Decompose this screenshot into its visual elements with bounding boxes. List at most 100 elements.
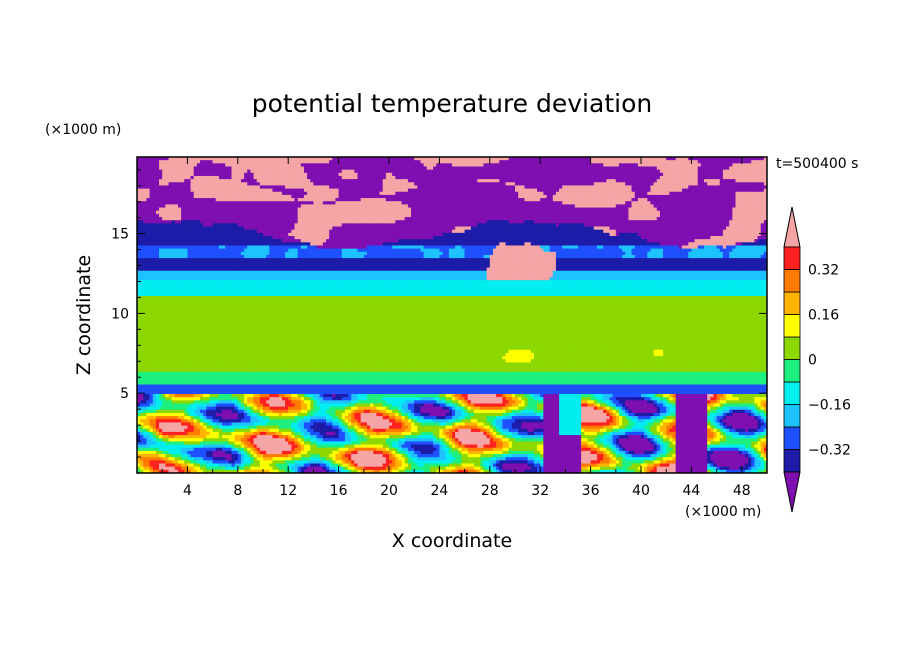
contour-cell	[609, 210, 614, 215]
contour-cell	[370, 201, 374, 205]
contour-cell	[278, 226, 283, 231]
contour-cell	[206, 213, 210, 218]
contour-cell	[196, 210, 201, 215]
contour-cell	[455, 185, 459, 189]
contour-cell	[675, 157, 680, 161]
contour-cell	[247, 169, 251, 174]
contour-cell	[508, 188, 513, 193]
contour-cell	[269, 160, 273, 164]
contour-cell	[244, 157, 248, 161]
contour-cell	[663, 191, 667, 196]
contour-cell	[423, 226, 428, 231]
contour-cell	[240, 217, 245, 221]
contour-cell	[748, 175, 752, 180]
contour-cell	[379, 220, 384, 224]
contour-cell	[335, 182, 339, 186]
contour-cell	[174, 213, 179, 218]
contour-cell	[732, 220, 736, 224]
contour-cell	[593, 220, 598, 224]
contour-cell	[603, 160, 607, 164]
contour-cell	[414, 175, 418, 180]
contour-cell	[530, 229, 535, 234]
contour-cell	[700, 194, 705, 199]
contour-cell	[537, 220, 541, 224]
contour-cell	[675, 185, 680, 189]
contour-cell	[741, 217, 746, 221]
contour-cell	[511, 226, 516, 231]
contour-cell	[707, 175, 711, 180]
contour-cell	[681, 182, 686, 186]
contour-cell	[732, 157, 736, 161]
contour-cell	[335, 169, 339, 174]
contour-cell	[685, 226, 689, 231]
contour-cell	[710, 163, 714, 167]
contour-cell	[168, 213, 173, 218]
contour-cell	[685, 185, 689, 189]
contour-cell	[162, 223, 166, 227]
contour-cell	[313, 226, 317, 231]
contour-cell	[149, 220, 154, 224]
contour-cell	[442, 191, 447, 196]
contour-cell	[433, 188, 437, 193]
contour-cell	[234, 172, 239, 177]
contour-cell	[137, 210, 141, 215]
contour-cell	[700, 163, 705, 167]
contour-cell	[596, 169, 601, 174]
contour-cell	[748, 157, 752, 161]
contour-cell	[319, 198, 324, 202]
contour-cell	[319, 207, 324, 212]
contour-cell	[726, 226, 730, 231]
contour-cell	[389, 213, 393, 218]
contour-cell	[162, 217, 166, 221]
contour-cell	[436, 169, 440, 174]
contour-cell	[618, 188, 623, 193]
contour-cell	[483, 166, 488, 171]
contour-cell	[681, 232, 686, 237]
contour-cell	[193, 223, 198, 227]
contour-cell	[729, 229, 733, 234]
contour-cell	[744, 166, 749, 171]
contour-cell	[326, 198, 330, 202]
contour-cell	[707, 210, 711, 215]
contour-cell	[297, 232, 302, 237]
contour-cell	[716, 175, 721, 180]
contour-cell	[691, 157, 695, 161]
contour-cell	[389, 229, 393, 234]
contour-cell	[228, 175, 232, 180]
contour-cell	[455, 160, 459, 164]
contour-cell	[423, 229, 428, 234]
contour-cell	[653, 194, 658, 199]
contour-cell	[247, 213, 251, 218]
contour-cell	[559, 175, 563, 180]
contour-cell	[634, 201, 639, 205]
contour-cell	[395, 166, 399, 171]
contour-cell	[146, 172, 150, 177]
contour-cell	[373, 188, 377, 193]
contour-cell	[499, 213, 503, 218]
contour-cell	[263, 194, 267, 199]
contour-cell	[310, 229, 314, 234]
contour-cell	[669, 226, 673, 231]
contour-cell	[376, 223, 380, 227]
contour-cell	[634, 207, 639, 212]
contour-cell	[218, 220, 223, 224]
contour-cell	[615, 217, 620, 221]
contour-cell	[515, 229, 519, 234]
contour-cell	[754, 229, 758, 234]
contour-cell	[165, 169, 169, 174]
contour-cell	[738, 175, 743, 180]
contour-cell	[385, 220, 390, 224]
contour-cell	[458, 223, 462, 227]
contour-cell	[259, 213, 264, 218]
contour-cell	[162, 220, 166, 224]
contour-cell	[530, 182, 535, 186]
contour-cell	[269, 163, 273, 167]
contour-cell	[685, 207, 689, 212]
contour-cell	[634, 232, 639, 237]
contour-cell	[426, 198, 431, 202]
contour-cell	[537, 226, 541, 231]
contour-cell	[716, 188, 721, 193]
contour-cell	[590, 163, 595, 167]
contour-cell	[581, 179, 585, 183]
contour-cell	[417, 204, 421, 208]
